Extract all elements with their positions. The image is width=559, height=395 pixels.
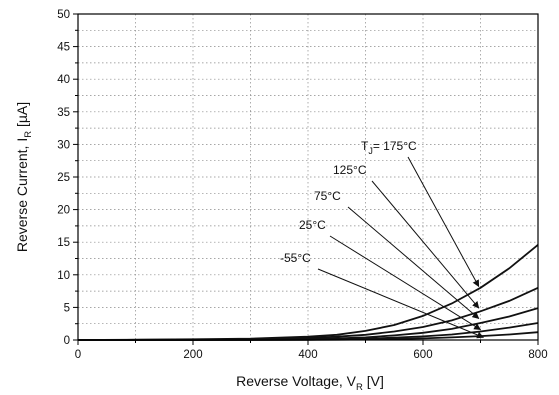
y-tick-label: 15	[57, 237, 70, 249]
annotation-label-1: 125°C	[333, 163, 367, 177]
annotation-layer: TJ= 175°C 125°C 75°C 25°C -55°C	[280, 139, 485, 339]
x-tick-label: 200	[183, 349, 202, 361]
annotation-arrow-4	[317, 268, 485, 339]
annotation-label-0: TJ= 175°C	[361, 139, 417, 156]
x-tick-label: 0	[75, 349, 81, 361]
x-tick-label: 800	[528, 349, 547, 361]
y-tick-label: 20	[57, 205, 70, 217]
y-tick-label: 0	[64, 335, 70, 347]
annotation-arrow-1	[371, 180, 480, 309]
x-tick-label: 400	[298, 349, 317, 361]
y-tick-label: 40	[57, 74, 70, 86]
annotation-label-2: 75°C	[314, 189, 341, 203]
y-tick-label: 50	[57, 9, 70, 21]
annotation-label-3: 25°C	[299, 218, 326, 232]
annotation-arrow-3	[329, 235, 482, 330]
annotation-arrow-2	[347, 206, 480, 319]
y-tick-label: 30	[57, 139, 70, 151]
x-tick-label: 600	[413, 349, 432, 361]
y-tick-label: 10	[57, 270, 70, 282]
y-axis-title: Reverse Current, IR [µA]	[14, 102, 34, 252]
x-axis-title: Reverse Voltage, VR [V]	[236, 373, 384, 393]
y-tick-label: 45	[57, 42, 70, 54]
tick-layer: 0 5 10 15 20 25 30 35 40 45 50 0 200 400 600 800	[57, 9, 547, 361]
y-tick-label: 5	[64, 302, 70, 314]
annotation-label-4: -55°C	[280, 251, 311, 265]
annotation-arrow-0	[407, 156, 480, 288]
y-tick-label: 25	[57, 172, 70, 184]
grid-layer	[78, 14, 538, 340]
y-tick-label: 35	[57, 107, 70, 119]
